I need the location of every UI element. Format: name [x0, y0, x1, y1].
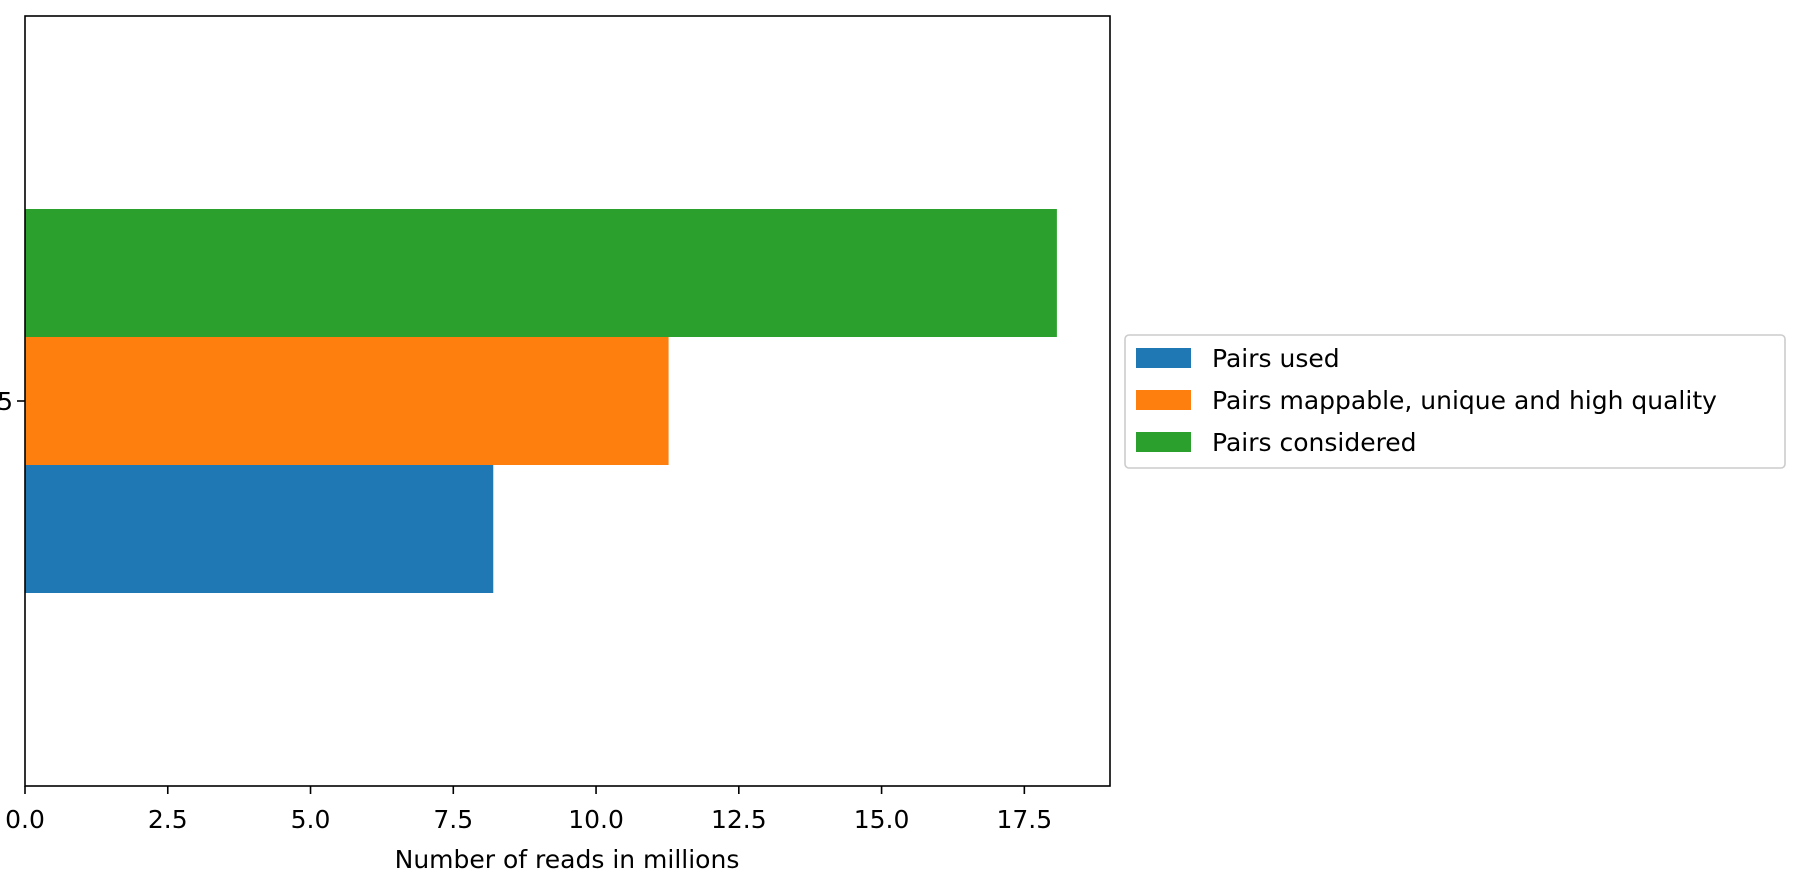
x-axis-label: Number of reads in millions: [395, 845, 740, 874]
x-tick-label: 7.5: [433, 805, 473, 834]
legend-swatch-pairs-mappable-unique-and-high-quality: [1136, 390, 1191, 410]
x-tick-label: 0.0: [5, 805, 45, 834]
bars-group: [25, 209, 1057, 593]
x-tick-label: 12.5: [711, 805, 767, 834]
y-tick-label: 5: [0, 387, 13, 416]
bar-pairs-mappable-unique-and-high-quality: [25, 337, 669, 465]
legend-swatch-pairs-used: [1136, 348, 1191, 368]
bar-pairs-used: [25, 465, 494, 593]
legend-label-pairs-considered: Pairs considered: [1212, 428, 1417, 457]
x-tick-label: 2.5: [148, 805, 188, 834]
x-axis-ticks: 0.0 2.5 5.0 7.5 10.0 12.5 15.0 17.5: [5, 786, 1052, 834]
x-tick-label: 17.5: [997, 805, 1053, 834]
legend-label-pairs-mappable-unique-and-high-quality: Pairs mappable, unique and high quality: [1212, 386, 1717, 415]
legend-frame: [1124, 334, 1786, 469]
x-tick-label: 5.0: [291, 805, 331, 834]
legend-label-pairs-used: Pairs used: [1212, 344, 1340, 373]
legend: Pairs used Pairs mappable, unique and hig…: [1124, 334, 1786, 469]
x-tick-label: 10.0: [568, 805, 624, 834]
legend-swatch-pairs-considered: [1136, 432, 1191, 452]
x-tick-label: 15.0: [854, 805, 910, 834]
y-axis-ticks: 5: [0, 387, 25, 416]
bar-pairs-considered: [25, 209, 1057, 337]
